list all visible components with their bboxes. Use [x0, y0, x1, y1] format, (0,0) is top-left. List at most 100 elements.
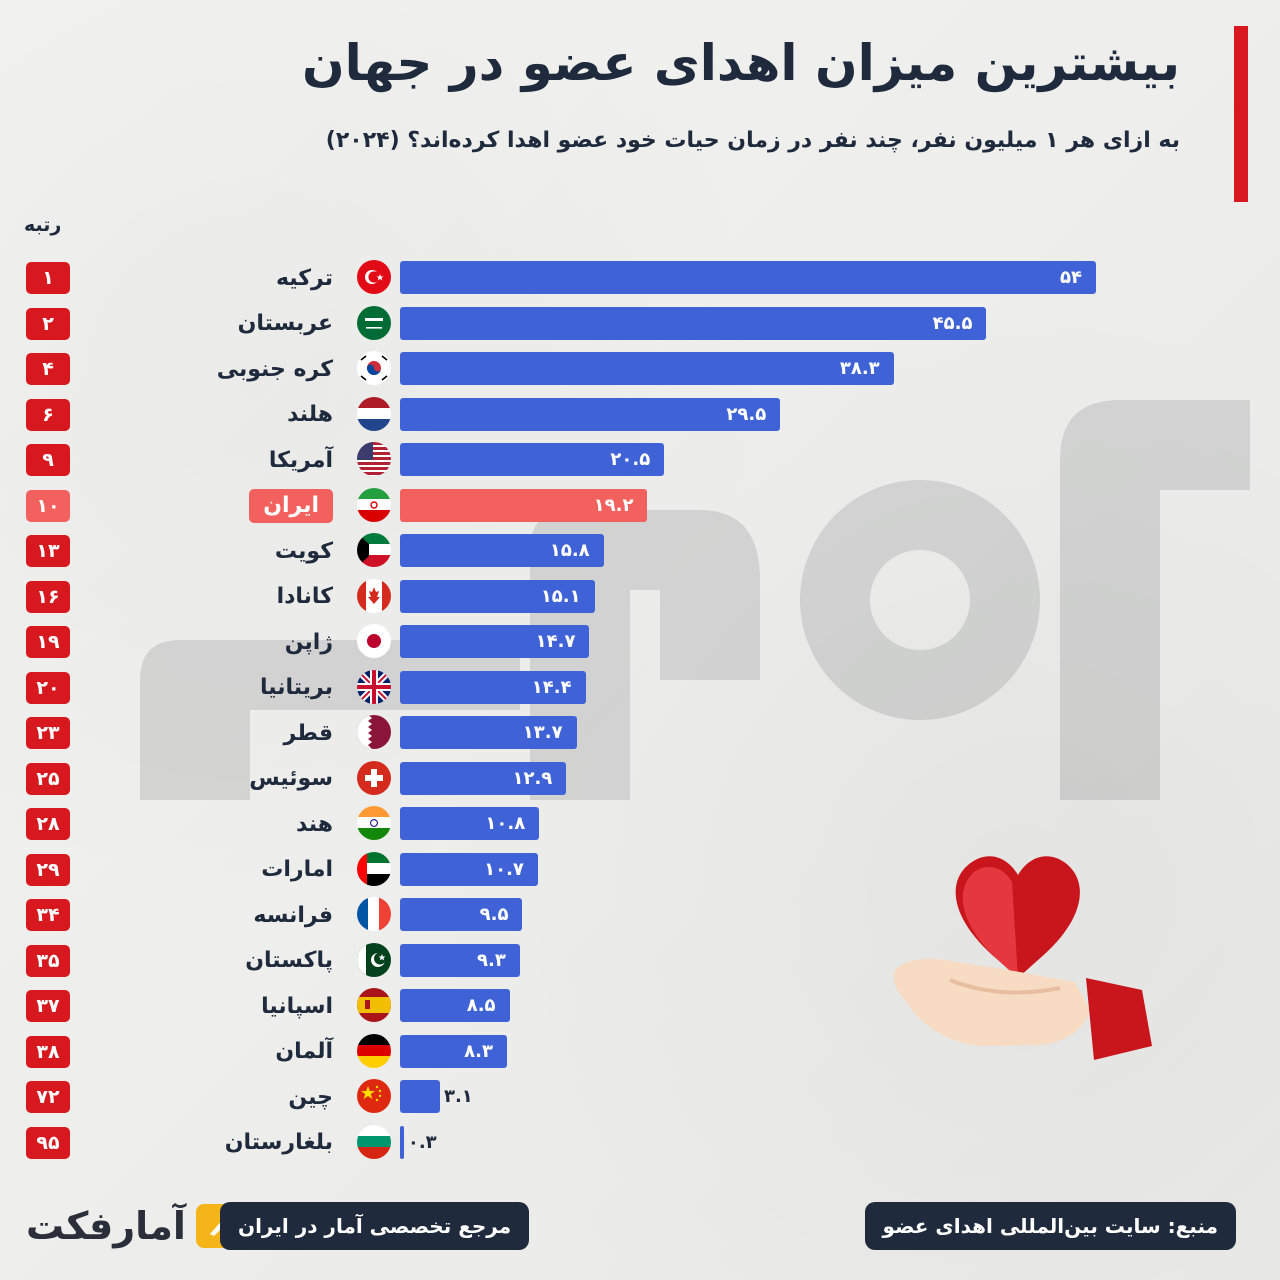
country-label: چین [288, 1084, 333, 1110]
rank-badge: ۳۸ [26, 1035, 70, 1068]
bar [400, 898, 523, 931]
bar-value-label: ۱۰.۷ [484, 858, 524, 880]
france-flag-icon [357, 897, 391, 931]
bar [400, 443, 665, 476]
bar [400, 397, 781, 431]
kuwait-flag-icon [357, 533, 391, 567]
rank-badge: ۲۹ [26, 853, 70, 886]
country-label: بریتانیا [260, 675, 333, 700]
saudi-flag-icon [357, 305, 391, 340]
bar-value-label: ۹.۳ [477, 949, 506, 971]
bar-value-label: ۱۵.۱ [540, 585, 581, 607]
rank-badge: ۳۷ [26, 990, 70, 1022]
country-label: کانادا [276, 584, 333, 609]
bar-value-label: ۲۰.۵ [610, 449, 651, 470]
rank-badge: ۱ [26, 262, 70, 294]
source-pill: منبع: سایت بین‌المللی اهدای عضو [864, 1202, 1236, 1250]
uae-flag-icon [357, 851, 391, 886]
rank-badge: ۳۵ [26, 944, 70, 977]
country-label: قطر [283, 720, 333, 746]
switzerland-flag-icon [357, 760, 391, 795]
usa-flag-icon [357, 442, 391, 476]
bar [400, 534, 604, 567]
bar [400, 852, 538, 886]
bar [400, 670, 586, 704]
turkey-flag-icon [357, 260, 391, 294]
rank-badge: ۲۳ [26, 717, 70, 749]
bar [400, 807, 540, 840]
brand-logo: آمارفکت [26, 1200, 240, 1252]
pakistan-flag-icon [357, 942, 391, 977]
bar-value-label: ۱۰.۸ [485, 813, 526, 834]
country-label: سوئیس [249, 766, 333, 791]
bar [400, 579, 595, 613]
bulgaria-flag-icon [357, 1124, 391, 1159]
page-subtitle: به ازای هر ۱ میلیون نفر، چند نفر در زمان… [325, 128, 1180, 153]
rank-badge: ۷۲ [26, 1081, 70, 1113]
bar-value-label: ۳۸.۳ [839, 358, 880, 379]
netherlands-flag-icon [357, 396, 391, 431]
rank-badge: ۲۰ [26, 671, 70, 704]
rank-badge: ۱۰ [26, 489, 70, 522]
bar-value-label: ۱۲.۹ [512, 767, 553, 789]
country-label: کویت [274, 538, 333, 564]
bar [400, 488, 648, 522]
country-label: بلغارستان [224, 1130, 333, 1155]
bar [400, 261, 1096, 294]
bar [400, 1034, 507, 1068]
bar [400, 625, 590, 658]
country-label: اسپانیا [261, 993, 333, 1019]
rank-badge: ۲ [26, 307, 70, 340]
page-title: بیشترین میزان اهدای عضو در جهان [301, 34, 1180, 92]
bar [400, 943, 520, 977]
country-label: ژاپن [284, 629, 333, 655]
bar-value-label: ۳.۱ [443, 1086, 473, 1107]
rank-badge: ۲۵ [26, 762, 70, 795]
rank-badge: ۱۹ [26, 626, 70, 658]
bar-value-label: ۱۴.۴ [531, 676, 572, 698]
bar-value-label: ۱۴.۷ [535, 631, 576, 652]
south-korea-flag-icon [357, 351, 391, 385]
rank-badge: ۳۴ [26, 899, 70, 931]
bar-value-label: ۸.۳ [464, 1040, 493, 1062]
bar-value-label: ۲۹.۵ [726, 403, 767, 425]
bar-value-label: ۱۹.۲ [593, 494, 634, 516]
country-label: ایران [249, 488, 333, 523]
bar [400, 352, 894, 385]
rank-badge: ۶ [26, 398, 70, 431]
rank-badge: ۹۵ [26, 1126, 70, 1159]
spain-flag-icon [357, 988, 391, 1022]
country-label: هند [296, 811, 333, 837]
bar [400, 716, 577, 749]
heart-hand-icon [893, 856, 1152, 1060]
bar [400, 1080, 440, 1113]
canada-flag-icon [357, 578, 391, 613]
country-label: فرانسه [253, 902, 333, 928]
bar-value-label: ۱۳.۷ [522, 722, 563, 743]
rank-column-header: رتبه [24, 214, 62, 236]
country-label: امارات [261, 857, 333, 882]
country-label: پاکستان [245, 948, 333, 973]
rank-badge: ۴ [26, 353, 70, 385]
japan-flag-icon [357, 624, 391, 658]
bar-value-label: ۴۵.۵ [932, 312, 973, 334]
bar-value-label: ۸.۵ [466, 995, 496, 1016]
country-label: عربستان [237, 311, 333, 336]
bar-value-label: ۹.۵ [479, 904, 509, 925]
bar [400, 989, 510, 1022]
rank-badge: ۲۸ [26, 808, 70, 840]
bar [400, 306, 987, 340]
uk-flag-icon [357, 669, 391, 704]
tagline-pill: مرجع تخصصی آمار در ایران [220, 1202, 530, 1250]
germany-flag-icon [357, 1033, 391, 1068]
bar [400, 1125, 404, 1159]
qatar-flag-icon [357, 715, 391, 749]
bar-value-label: ۰.۳ [407, 1131, 437, 1153]
country-label: ترکیه [275, 265, 333, 291]
bar-value-label: ۱۵.۸ [549, 540, 590, 561]
india-flag-icon [357, 806, 391, 840]
iran-flag-icon [357, 487, 391, 522]
bar [400, 761, 567, 795]
brand-name: آمارفکت [26, 1204, 186, 1248]
china-flag-icon [357, 1079, 391, 1113]
